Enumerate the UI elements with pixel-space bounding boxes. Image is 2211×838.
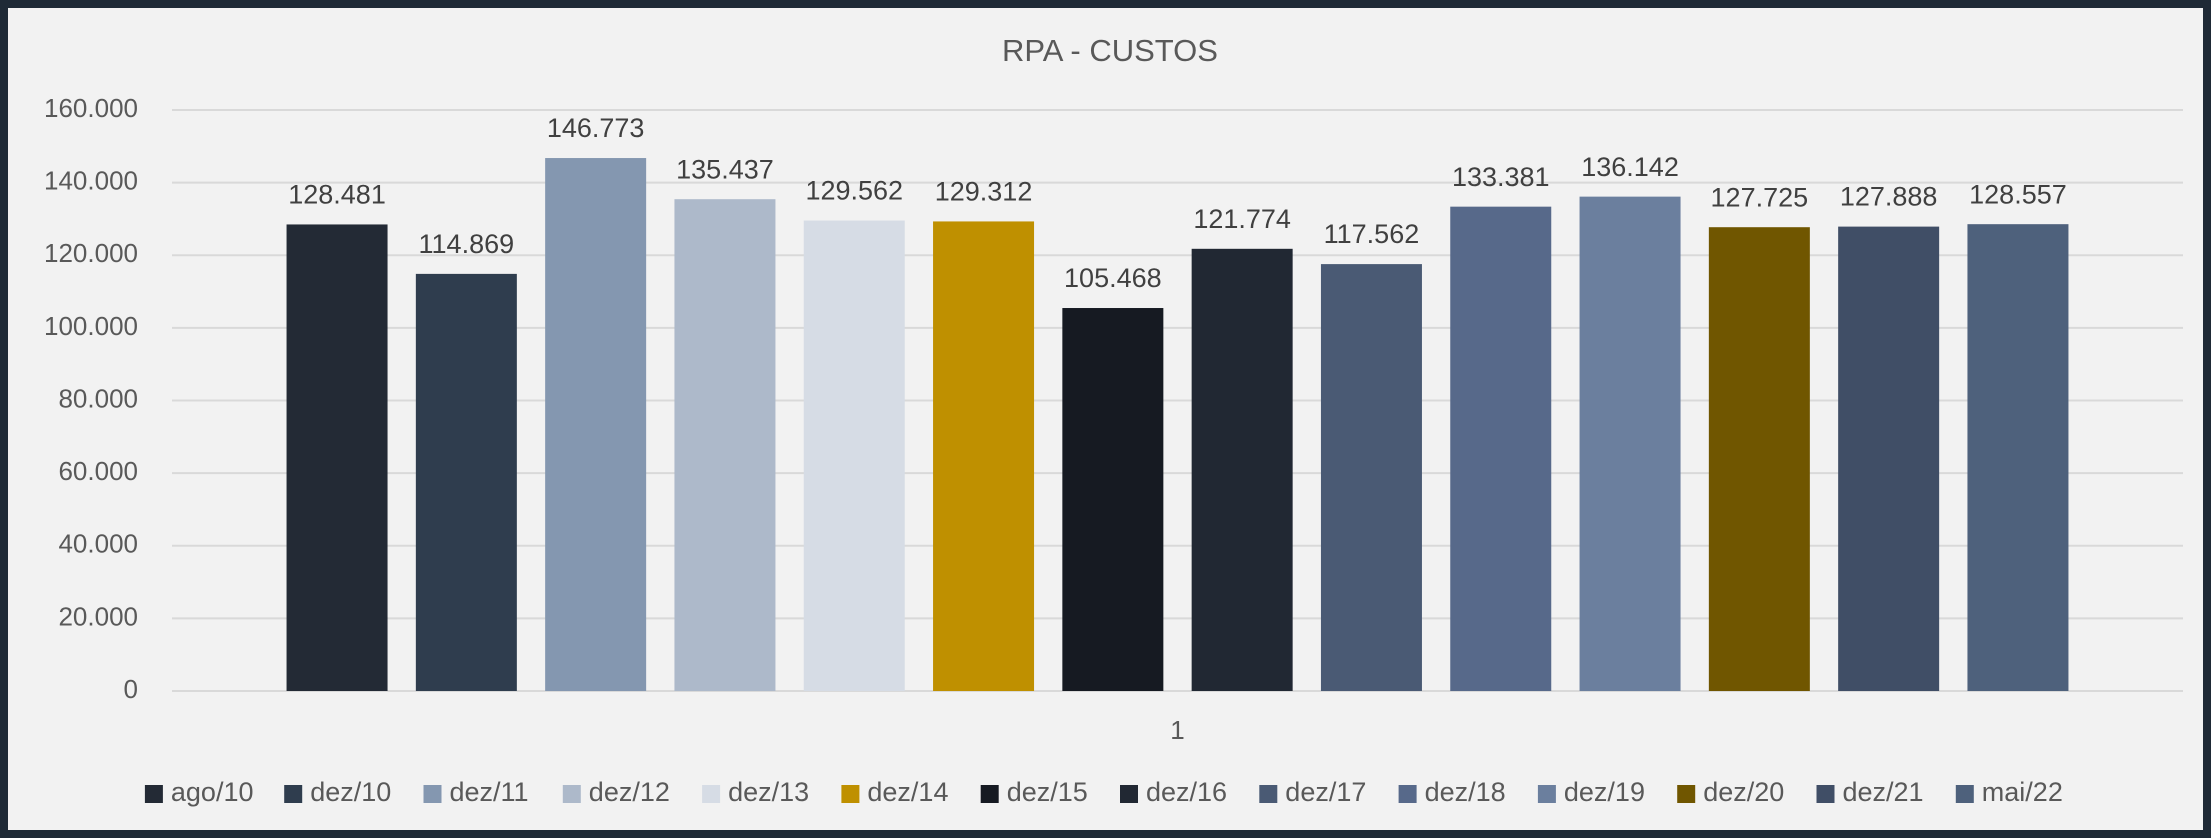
legend-swatch [841,785,860,803]
legend-label: dez/13 [728,777,809,807]
legend-label: dez/14 [867,777,948,807]
data-label: 135.437 [676,154,774,184]
data-label: 128.557 [1969,179,2067,209]
data-label: 146.773 [547,113,645,143]
bar [1191,248,1293,691]
legend-label: dez/18 [1425,777,1506,807]
legend-label: dez/21 [1843,777,1924,807]
data-label: 127.725 [1711,182,1809,212]
legend-label: dez/12 [589,777,670,807]
bar [1450,206,1552,691]
legend-label: dez/16 [1146,777,1227,807]
chart-title: RPA - CUSTOS [1002,33,1218,68]
legend-label: dez/20 [1703,777,1784,807]
legend-swatch [702,785,721,803]
legend-swatch [1398,785,1417,803]
data-label: 127.888 [1840,182,1938,212]
y-tick-label: 40.000 [58,529,138,559]
y-tick-label: 140.000 [44,166,138,196]
legend-swatch [562,785,581,803]
data-label: 136.142 [1581,152,1679,182]
data-label: 129.312 [935,177,1033,207]
y-tick-label: 100.000 [44,311,138,341]
bar [1967,224,2069,691]
y-tick-label: 20.000 [58,601,138,631]
bar [1838,226,1940,692]
legend-label: dez/15 [1007,777,1088,807]
legend-label: dez/10 [310,777,391,807]
bar [545,158,647,692]
legend-swatch [1537,785,1556,803]
y-tick-label: 0 [124,674,138,704]
legend-swatch [980,785,999,803]
legend-label: dez/17 [1285,777,1366,807]
y-tick-label: 80.000 [58,383,138,413]
data-label: 105.468 [1064,263,1162,293]
bar [1320,264,1422,691]
bar [1579,196,1681,691]
bar [933,221,1035,692]
x-tick-label: 1 [1170,715,1184,745]
legend-label: ago/10 [171,777,254,807]
legend-label: mai/22 [1982,777,2063,807]
legend-label: dez/19 [1564,777,1645,807]
legend-swatch [1259,785,1278,803]
legend-swatch [284,785,303,803]
bar [1708,227,1810,691]
bar [674,199,776,691]
legend-swatch [1120,785,1138,803]
data-label: 114.869 [419,229,515,259]
bar [803,220,905,691]
legend-label: dez/11 [450,777,529,807]
data-label: 117.562 [1324,219,1420,249]
legend-swatch [1955,785,1974,803]
data-label: 128.481 [288,180,386,210]
bar [1062,308,1164,691]
data-label: 121.774 [1193,204,1291,234]
y-tick-label: 160.000 [44,93,138,123]
bar [415,273,517,691]
y-tick-label: 60.000 [58,456,138,486]
legend-swatch [423,785,442,803]
data-label: 129.562 [805,176,903,206]
legend-swatch [1816,785,1835,803]
legend-swatch [144,785,163,803]
y-tick-label: 120.000 [44,238,138,268]
legend-swatch [1677,785,1696,803]
bar [286,224,388,691]
data-label: 133.381 [1452,162,1550,192]
